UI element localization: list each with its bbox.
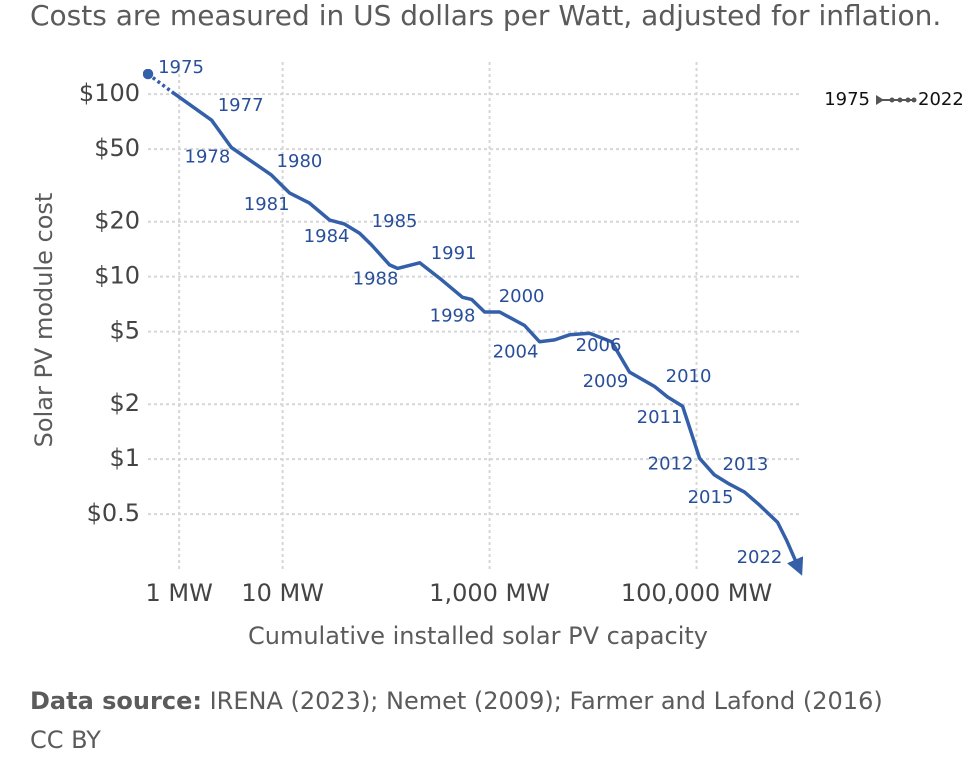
y-tick-label: $2: [109, 389, 140, 417]
year-label: 2009: [583, 371, 629, 392]
year-label: 1981: [244, 194, 290, 215]
y-tick-label: $1: [109, 444, 140, 472]
year-label: 1978: [185, 147, 231, 168]
year-label: 1980: [277, 151, 323, 172]
footer-source: Data source: IRENA (2023); Nemet (2009);…: [30, 686, 883, 716]
year-label: 2010: [666, 366, 712, 387]
year-label: 1977: [218, 95, 264, 116]
y-tick-label: $100: [79, 79, 140, 107]
year-label: 2022: [737, 547, 783, 568]
year-label: 1985: [372, 211, 418, 232]
year-label: 1988: [353, 268, 399, 289]
timeline-handle: [876, 95, 884, 105]
source-label: Data source:: [30, 687, 202, 715]
year-label: 2006: [576, 335, 622, 356]
footer-license: CC BY: [30, 726, 101, 754]
y-tick-label: $10: [94, 262, 140, 290]
y-axis-title: Solar PV module cost: [30, 193, 58, 448]
chart: Costs are measured in US dollars per Wat…: [30, 0, 964, 650]
year-label: 2011: [637, 407, 683, 428]
timeline-dot: [911, 97, 917, 103]
timeline-dot: [897, 97, 903, 103]
year-label: 2015: [688, 487, 734, 508]
year-label: 2012: [648, 453, 694, 474]
year-label: 1984: [304, 226, 350, 247]
y-tick-label: $20: [94, 207, 140, 235]
x-tick-label: 100,000 MW: [621, 579, 772, 607]
year-label: 1998: [430, 305, 476, 326]
y-tick-label: $5: [109, 317, 140, 345]
chart-subtitle: Costs are measured in US dollars per Wat…: [30, 0, 941, 32]
x-tick-label: 10 MW: [241, 579, 324, 607]
y-tick-label: $50: [94, 134, 140, 162]
x-axis-title: Cumulative installed solar PV capacity: [248, 622, 708, 650]
x-tick-label: 1 MW: [145, 579, 212, 607]
source-text: IRENA (2023); Nemet (2009); Farmer and L…: [209, 687, 883, 715]
timeline-legend: 1975 2022: [824, 89, 964, 110]
timeline-dot: [889, 97, 895, 103]
timeline-start: 1975: [824, 89, 870, 110]
x-tick-label: 1,000 MW: [429, 579, 550, 607]
timeline-end: 2022: [918, 89, 964, 110]
timeline-dot: [905, 97, 911, 103]
y-tick-label: $0.5: [87, 499, 140, 527]
year-label: 2013: [723, 454, 769, 475]
year-label: 2004: [493, 342, 539, 363]
year-label: 1975: [158, 57, 204, 78]
cost-line: [142, 68, 804, 576]
year-label: 2000: [499, 286, 545, 307]
year-label: 1991: [431, 243, 477, 264]
